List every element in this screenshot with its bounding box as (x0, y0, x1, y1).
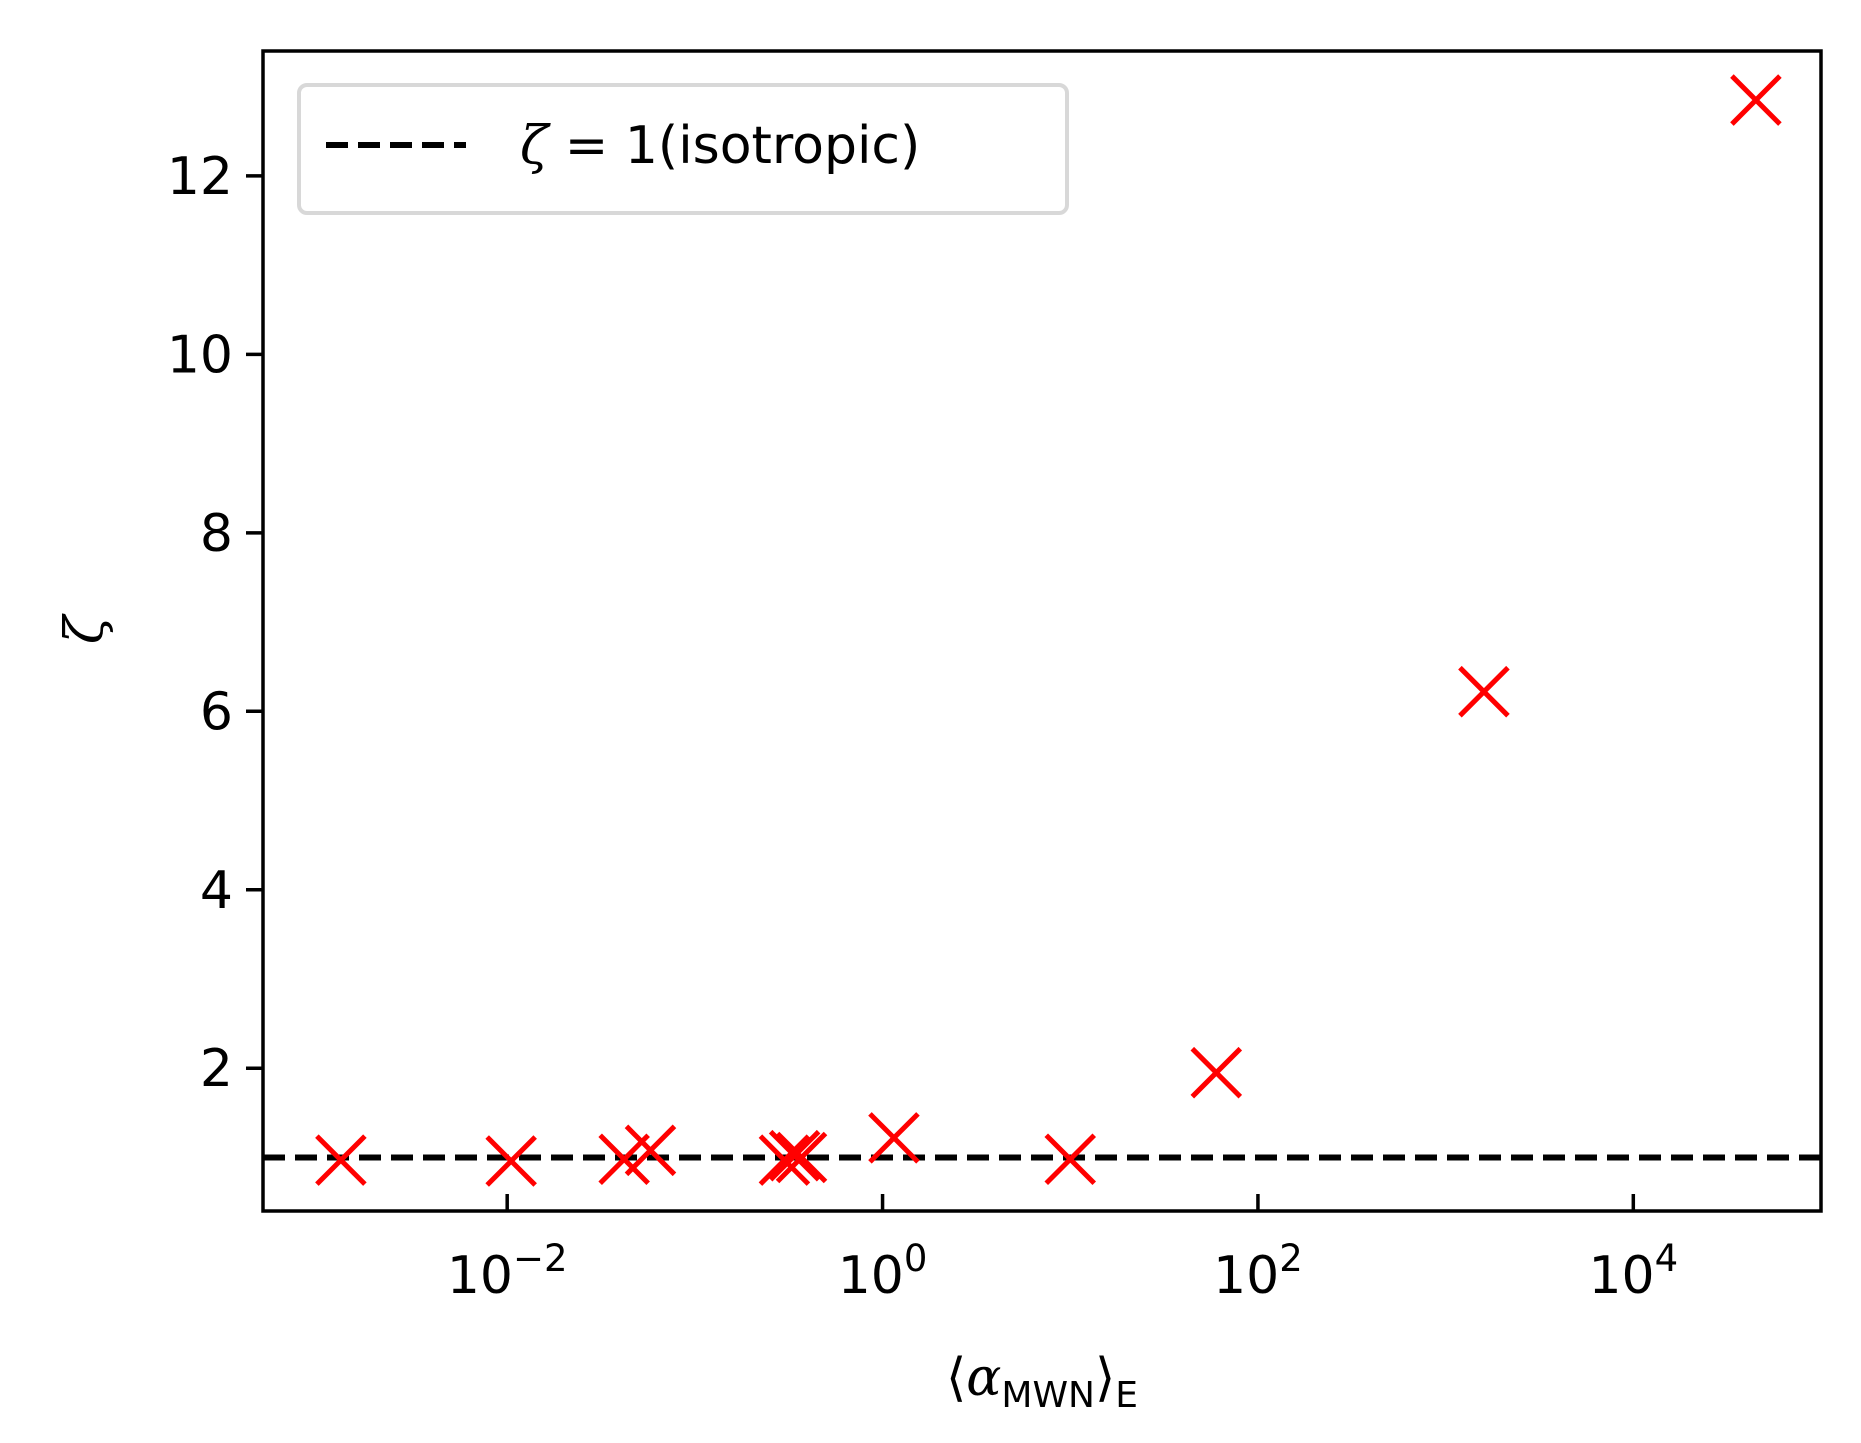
data-point (1190, 1046, 1243, 1099)
legend-label-symbol: ζ (520, 116, 551, 176)
x-tick-label: 100 (838, 1237, 928, 1306)
x-tick-label-base: 10 (1588, 1246, 1654, 1306)
data-point-stroke-b (758, 1134, 811, 1186)
plot-frame (261, 49, 1823, 1213)
data-point (624, 1124, 677, 1177)
data-point-stroke-b (315, 1134, 367, 1186)
x-tick-label-base: 10 (447, 1246, 513, 1306)
data-point-stroke-b (485, 1135, 537, 1187)
y-tick-label: 12 (167, 147, 233, 207)
data-point-stroke-b (775, 1131, 828, 1184)
data-point-stroke-b (1458, 665, 1510, 718)
data-point (485, 1135, 537, 1187)
data-point (775, 1131, 828, 1184)
x-axis-label: ⟨αMWN⟩E (946, 1348, 1138, 1416)
y-tick-label: 4 (200, 861, 233, 921)
x-axis-label-close: ⟩ (1095, 1348, 1115, 1408)
data-point-stroke-b (768, 1129, 821, 1182)
x-tick-label-base: 10 (1213, 1246, 1279, 1306)
data-point (315, 1134, 367, 1186)
data-point-stroke-b (1190, 1046, 1243, 1099)
data-point (768, 1129, 821, 1182)
y-tick-label: 2 (200, 1039, 233, 1099)
x-axis-ticks: 10−2 100 102 104 (447, 1194, 1678, 1306)
x-tick-label-exponent: 2 (1279, 1237, 1303, 1280)
data-point-stroke-b (1044, 1133, 1097, 1186)
x-axis-label-outer-subscript: E (1115, 1375, 1138, 1416)
y-axis-ticks: 2 4 6 8 10 12 (167, 147, 263, 1099)
x-axis-label-subscript: MWN (1001, 1375, 1095, 1416)
legend-label-text: = 1(isotropic) (548, 116, 920, 176)
data-point-stroke-b (624, 1124, 677, 1177)
x-tick-label-exponent: 4 (1655, 1237, 1679, 1280)
x-tick-label: 104 (1588, 1237, 1678, 1306)
y-tick-label: 8 (200, 504, 233, 564)
y-axis-label: ζ (55, 613, 115, 644)
data-point (758, 1134, 811, 1186)
x-tick-label: 102 (1213, 1237, 1303, 1306)
legend-box (297, 83, 1069, 215)
plot-area-background (263, 51, 1821, 1211)
data-points-layer (315, 74, 1782, 1187)
x-axis-label-symbol: α (966, 1348, 1001, 1408)
x-tick-label-base: 10 (838, 1246, 904, 1306)
data-point-stroke-b (868, 1112, 920, 1164)
data-point-stroke-b (1730, 74, 1782, 126)
x-tick-label: 10−2 (447, 1237, 568, 1306)
data-point (1458, 665, 1510, 718)
data-point (1730, 74, 1782, 126)
legend-label: ζ = 1(isotropic) (520, 116, 920, 176)
legend: ζ = 1(isotropic) (297, 83, 1069, 215)
data-point (1044, 1133, 1097, 1186)
y-tick-label: 10 (167, 325, 233, 385)
x-tick-label-exponent: 0 (904, 1237, 928, 1280)
x-tick-label-exponent: −2 (513, 1237, 568, 1280)
x-axis-label-open: ⟨ (946, 1348, 966, 1408)
data-point (868, 1112, 920, 1164)
y-tick-label: 6 (200, 682, 233, 742)
